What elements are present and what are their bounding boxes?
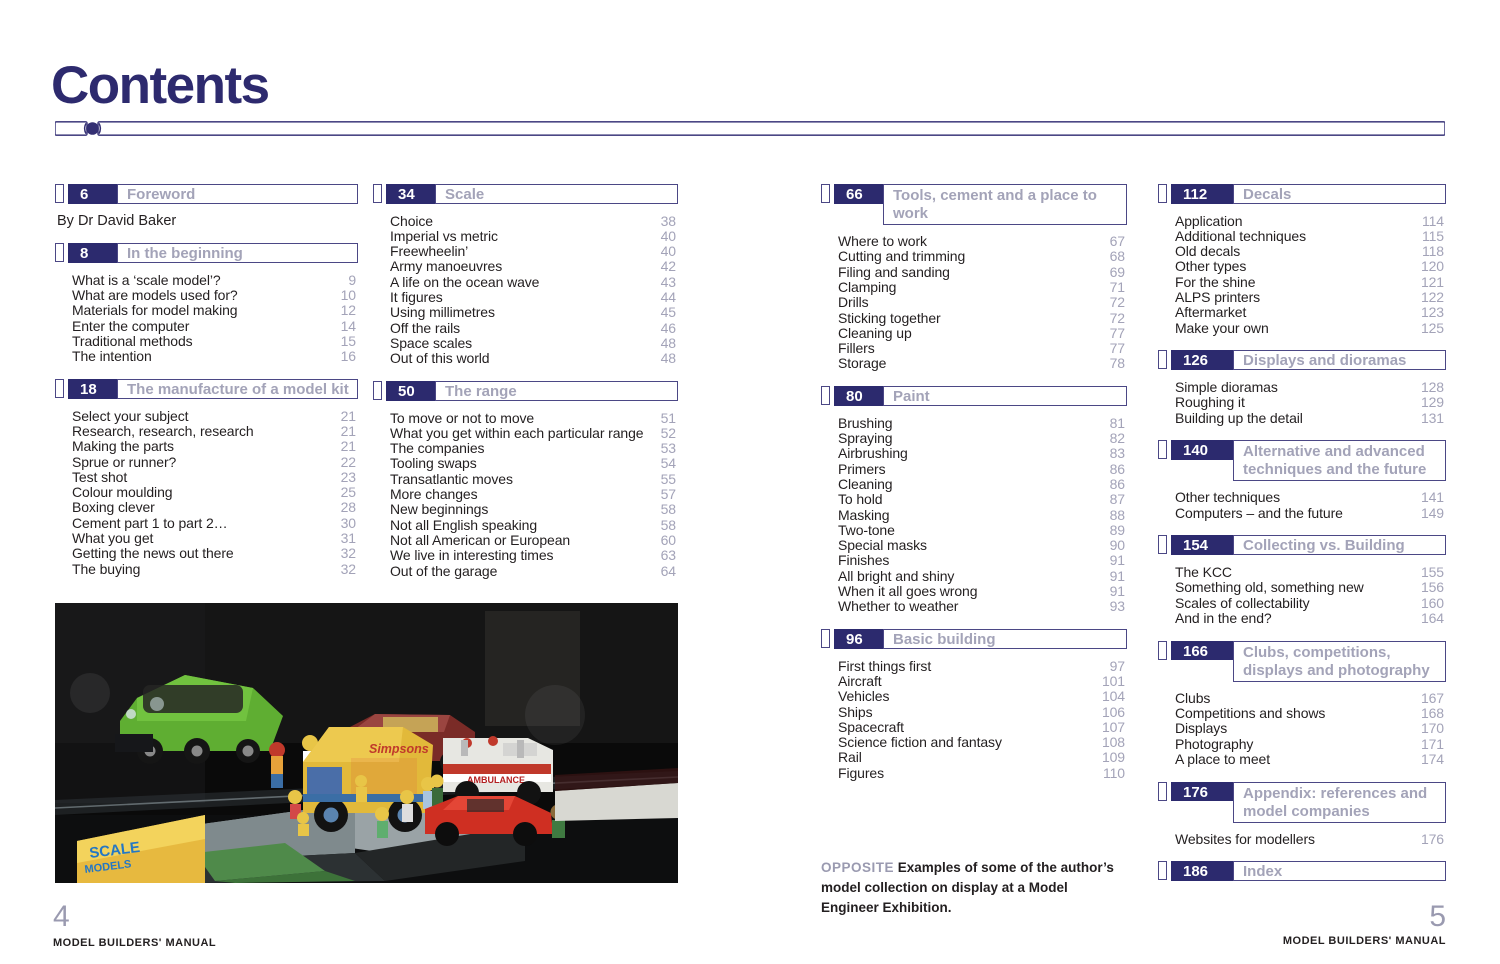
svg-text:Simpsons: Simpsons	[369, 742, 429, 756]
svg-text:AMBULANCE: AMBULANCE	[467, 775, 525, 785]
